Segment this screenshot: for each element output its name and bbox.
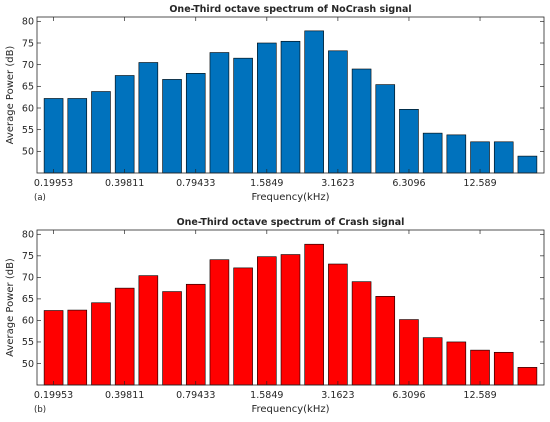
bar bbox=[233, 267, 253, 386]
bar bbox=[114, 75, 135, 174]
y-tick-label: 55 bbox=[22, 125, 34, 136]
bar bbox=[67, 98, 88, 174]
y-tick-label: 65 bbox=[22, 82, 34, 93]
bar bbox=[43, 98, 64, 174]
bar bbox=[209, 52, 230, 174]
bar bbox=[138, 275, 159, 386]
y-tick-label: 75 bbox=[22, 251, 34, 262]
x-tick-label: 1.5849 bbox=[250, 178, 283, 189]
x-tick-label: 6.3096 bbox=[392, 390, 425, 401]
bar bbox=[328, 263, 348, 386]
x-tick-label: 0.19953 bbox=[34, 390, 73, 401]
x-tick-label: 1.5849 bbox=[250, 390, 283, 401]
y-tick-label: 50 bbox=[22, 359, 34, 370]
bar bbox=[257, 256, 277, 386]
x-axis-label: Frequency(kHz) bbox=[251, 404, 329, 415]
y-tick-label: 50 bbox=[22, 147, 34, 158]
bar bbox=[470, 349, 490, 386]
bar bbox=[138, 62, 159, 174]
bar bbox=[446, 341, 467, 386]
x-axis-label: Frequency(kHz) bbox=[251, 192, 329, 203]
bar bbox=[446, 134, 467, 174]
bar bbox=[162, 79, 182, 174]
bar bbox=[422, 132, 443, 174]
x-tick-label: 0.39811 bbox=[105, 178, 144, 189]
bar bbox=[493, 141, 514, 174]
chart-panel-a: 50 55 60 65 70 75 80 0.19953 0.39811 0.79433 1.584… bbox=[5, 4, 545, 203]
bar bbox=[517, 155, 538, 174]
x-tick-label: 0.79433 bbox=[176, 178, 215, 189]
bar bbox=[375, 296, 396, 386]
bar bbox=[399, 319, 419, 386]
panel-label: (b) bbox=[34, 405, 46, 415]
x-tick-label: 0.79433 bbox=[176, 390, 215, 401]
x-tick-label: 3.1623 bbox=[321, 178, 354, 189]
y-tick-label: 55 bbox=[22, 337, 34, 348]
bar bbox=[162, 291, 182, 386]
y-tick-label: 75 bbox=[22, 38, 34, 49]
y-tick-label: 65 bbox=[22, 294, 34, 305]
bar bbox=[470, 141, 490, 174]
axes-box bbox=[36, 16, 545, 174]
bar bbox=[517, 367, 538, 386]
y-tick-label: 60 bbox=[22, 103, 34, 114]
chart-title: One-Third octave spectrum of Crash signa… bbox=[177, 217, 405, 228]
bar bbox=[399, 109, 419, 174]
bar bbox=[43, 310, 64, 386]
chart-title: One-Third octave spectrum of NoCrash sig… bbox=[169, 4, 411, 15]
bar bbox=[304, 30, 324, 174]
y-axis-label: Average Power (dB) bbox=[5, 258, 16, 357]
bar bbox=[114, 287, 135, 386]
bar bbox=[493, 351, 514, 386]
y-tick-label: 70 bbox=[22, 60, 34, 71]
y-tick-label: 80 bbox=[22, 230, 34, 241]
bar bbox=[185, 73, 206, 174]
bar bbox=[351, 281, 372, 386]
x-tick-label: 0.19953 bbox=[34, 178, 73, 189]
panel-label: (a) bbox=[34, 193, 46, 203]
bar bbox=[185, 283, 206, 386]
bar bbox=[422, 337, 443, 386]
bar bbox=[280, 40, 301, 174]
y-axis-label: Average Power (dB) bbox=[5, 46, 16, 145]
bar bbox=[233, 57, 253, 174]
bar bbox=[209, 259, 230, 386]
x-tick-label: 12.589 bbox=[463, 178, 496, 189]
y-tick-label: 70 bbox=[22, 273, 34, 284]
x-tick-label: 6.3096 bbox=[392, 178, 425, 189]
bar bbox=[67, 309, 88, 386]
bar bbox=[328, 50, 348, 174]
bar bbox=[91, 91, 111, 174]
axes-box bbox=[36, 229, 545, 386]
bar bbox=[91, 302, 111, 386]
bar bbox=[351, 68, 372, 174]
bar bbox=[375, 84, 396, 174]
x-tick-label: 3.1623 bbox=[321, 390, 354, 401]
x-tick-label: 12.589 bbox=[463, 390, 496, 401]
bar bbox=[304, 243, 324, 386]
bar bbox=[280, 254, 301, 386]
chart-panel-b: 50 55 60 65 70 75 80 0.19953 0.39811 0.79433 1.584… bbox=[5, 217, 545, 415]
bar bbox=[257, 42, 277, 174]
x-tick-label: 0.39811 bbox=[105, 390, 144, 401]
y-tick-label: 80 bbox=[22, 17, 34, 28]
y-tick-label: 60 bbox=[22, 316, 34, 327]
